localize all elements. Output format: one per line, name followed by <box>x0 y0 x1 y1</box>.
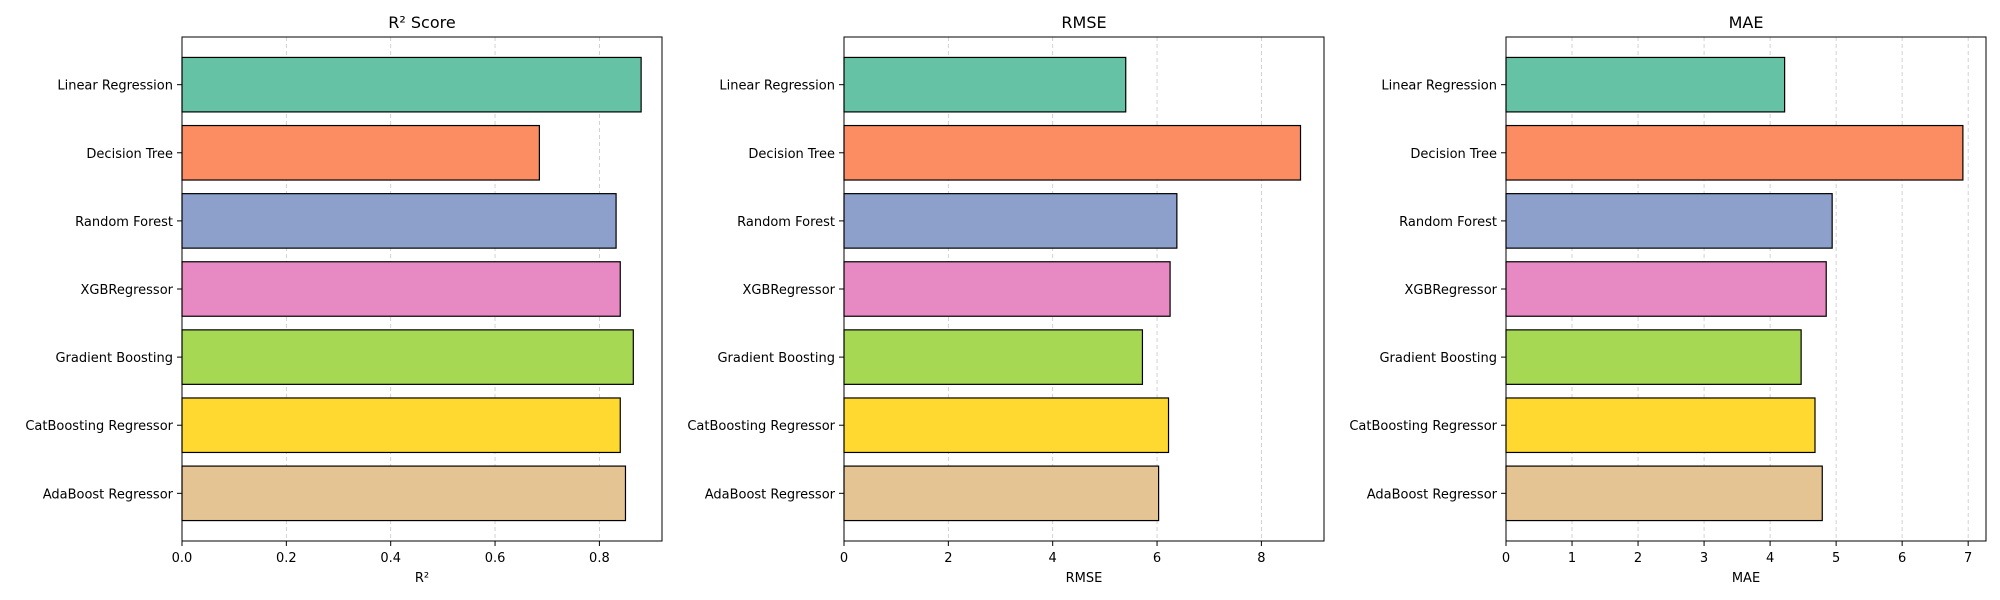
bar <box>843 124 1302 181</box>
bar <box>181 193 617 249</box>
y-tick-label: CatBoosting Regressor <box>1349 419 1497 434</box>
chart-title: RMSE <box>1061 13 1106 32</box>
bar <box>1505 56 1786 113</box>
bar <box>181 329 634 385</box>
chart-title: R² Score <box>388 13 455 32</box>
bar <box>1505 329 1802 385</box>
bar <box>181 56 642 113</box>
y-tick-label: AdaBoost Regressor <box>43 487 174 502</box>
bar <box>843 261 1171 317</box>
y-tick-label: Linear Regression <box>1381 79 1497 94</box>
y-tick-label: Linear Regression <box>719 79 835 94</box>
mae-panel: 0 1 2 3 4 5 6 7 Linear Regression Decision Tree Ra… <box>1349 13 1987 586</box>
x-axis-label: R² <box>415 571 429 586</box>
x-tick-label: 0 <box>840 551 848 566</box>
x-tick-label: 6 <box>1898 551 1906 566</box>
y-tick-label: XGBRegressor <box>81 283 174 298</box>
bar <box>843 56 1127 113</box>
bar <box>181 465 627 522</box>
bar <box>843 465 1160 522</box>
rmse-panel: 0 2 4 6 8 Linear Regression Decision Tree Rando… <box>687 13 1325 586</box>
y-tick-label: Linear Regression <box>57 79 173 94</box>
y-tick-label: Random Forest <box>737 215 835 230</box>
x-tick-label: 2 <box>1634 551 1642 566</box>
x-axis-label: RMSE <box>1066 571 1103 586</box>
bar <box>843 193 1178 249</box>
x-tick-label: 6 <box>1153 551 1161 566</box>
y-tick-label: Gradient Boosting <box>717 351 835 366</box>
bar <box>843 329 1144 385</box>
x-tick-label: 8 <box>1257 551 1265 566</box>
y-tick-label: AdaBoost Regressor <box>1367 487 1498 502</box>
bar <box>181 261 621 317</box>
y-tick-label: CatBoosting Regressor <box>25 419 173 434</box>
x-tick-label: 0.0 <box>172 551 193 566</box>
bar <box>1505 193 1833 249</box>
bar <box>843 397 1170 454</box>
x-tick-label: 0 <box>1502 551 1510 566</box>
x-tick-label: 7 <box>1964 551 1972 566</box>
bar <box>1505 124 1964 181</box>
chart-title: MAE <box>1729 13 1764 32</box>
axes-frame <box>1505 36 1987 542</box>
x-axis-label: MAE <box>1732 571 1760 586</box>
bar <box>181 124 540 181</box>
x-tick-label: 0.8 <box>589 551 610 566</box>
x-tick-label: 4 <box>1049 551 1057 566</box>
x-tick-label: 0.6 <box>485 551 506 566</box>
x-tick-label: 2 <box>944 551 952 566</box>
x-tick-label: 4 <box>1766 551 1774 566</box>
x-tick-label: 3 <box>1700 551 1708 566</box>
axes-frame <box>181 36 663 542</box>
x-tick-label: 0.4 <box>380 551 401 566</box>
r2-score-panel: 0.0 0.2 0.4 0.6 0.8 Linear Regression Decision… <box>25 13 663 586</box>
bar <box>1505 397 1816 454</box>
bar <box>1505 465 1823 522</box>
y-tick-label: AdaBoost Regressor <box>705 487 836 502</box>
x-tick-label: 1 <box>1568 551 1576 566</box>
y-tick-label: Decision Tree <box>86 147 173 162</box>
bar <box>1505 261 1827 317</box>
y-tick-label: XGBRegressor <box>743 283 836 298</box>
y-tick-label: Gradient Boosting <box>55 351 173 366</box>
bar <box>181 397 621 454</box>
axes-frame <box>843 36 1325 542</box>
y-tick-label: CatBoosting Regressor <box>687 419 835 434</box>
y-tick-label: Random Forest <box>1399 215 1497 230</box>
x-tick-label: 0.2 <box>276 551 297 566</box>
y-tick-label: Gradient Boosting <box>1379 351 1497 366</box>
y-tick-label: Random Forest <box>75 215 173 230</box>
y-tick-label: Decision Tree <box>1410 147 1497 162</box>
x-tick-label: 5 <box>1832 551 1840 566</box>
y-tick-label: Decision Tree <box>748 147 835 162</box>
y-tick-label: XGBRegressor <box>1405 283 1498 298</box>
